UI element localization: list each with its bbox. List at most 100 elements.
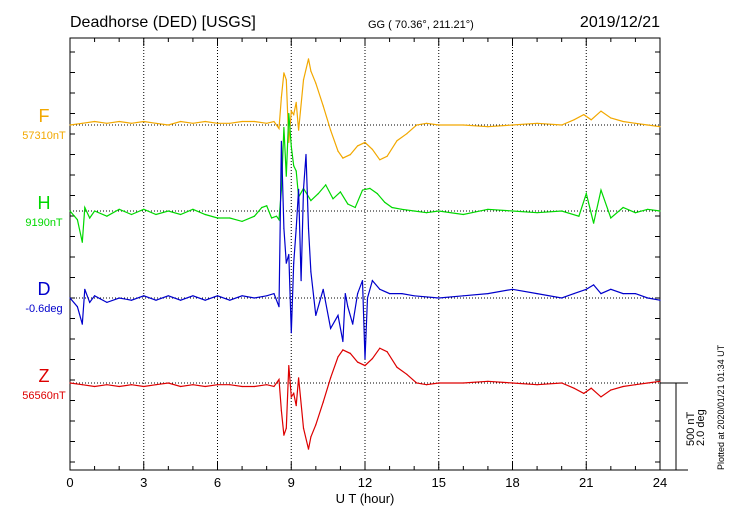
data-point-D	[229, 299, 231, 301]
data-point-D	[610, 288, 612, 290]
data-point-Z	[425, 384, 428, 386]
data-point-Z	[293, 392, 295, 394]
data-point-Z	[295, 405, 297, 407]
data-point-D	[310, 271, 312, 273]
x-tick-label: 24	[653, 475, 667, 490]
data-point-F	[266, 122, 268, 124]
data-point-D	[659, 299, 661, 301]
data-point-H	[585, 193, 587, 195]
data-point-Z	[342, 349, 344, 351]
data-point-H	[354, 206, 356, 209]
channel-label-H: H	[38, 193, 51, 213]
data-point-F	[590, 119, 592, 121]
data-point-D	[622, 293, 624, 295]
data-point-F	[561, 124, 563, 126]
data-point-F	[192, 122, 194, 124]
data-point-D	[600, 293, 602, 295]
data-point-F	[583, 114, 585, 116]
data-point-Z	[229, 384, 231, 386]
data-point-F	[273, 120, 275, 123]
data-point-D	[118, 297, 120, 299]
data-point-F	[511, 124, 514, 126]
trace-H	[69, 113, 661, 243]
data-point-D	[361, 280, 364, 282]
data-point-Z	[416, 382, 418, 384]
data-point-Z	[81, 384, 83, 386]
x-tick-label: 6	[214, 475, 221, 490]
data-point-F	[425, 122, 428, 124]
data-point-H	[347, 203, 349, 205]
x-tick-label: 18	[505, 475, 519, 490]
data-point-Z	[322, 401, 324, 403]
data-point-D	[89, 301, 91, 303]
data-point-F	[283, 72, 285, 74]
data-point-D	[438, 297, 440, 299]
data-point-Z	[180, 385, 182, 388]
data-point-H	[634, 212, 637, 214]
x-axis-label: U T (hour)	[336, 491, 395, 506]
data-point-H	[647, 208, 649, 210]
data-point-Z	[438, 382, 440, 384]
data-point-F	[241, 120, 243, 123]
scale-bar: 500 nT 2.0 deg	[660, 382, 707, 471]
data-point-Z	[659, 380, 661, 382]
data-point-D	[389, 293, 391, 295]
data-point-Z	[106, 384, 108, 386]
data-point-H	[285, 175, 287, 177]
data-point-H	[288, 113, 290, 115]
data-point-H	[325, 184, 327, 186]
data-point-D	[106, 301, 108, 303]
data-point-F	[386, 155, 388, 157]
station-title: Deadhorse (DED) [USGS]	[70, 14, 256, 31]
data-point-Z	[396, 366, 398, 368]
data-point-Z	[302, 427, 305, 429]
data-point-D	[585, 288, 587, 290]
data-point-F	[278, 127, 280, 130]
data-point-D	[300, 280, 302, 282]
data-point-Z	[288, 365, 290, 367]
data-point-Z	[283, 434, 285, 436]
data-point-H	[271, 217, 273, 219]
data-point-F	[364, 141, 366, 143]
data-point-H	[413, 210, 415, 212]
data-point-D	[352, 323, 354, 325]
data-point-Z	[204, 385, 206, 388]
data-point-D	[347, 306, 349, 308]
data-point-F	[357, 145, 359, 147]
data-point-F	[143, 120, 145, 123]
data-point-D	[315, 314, 317, 316]
data-point-F	[285, 79, 287, 81]
data-point-D	[241, 295, 243, 297]
data-point-Z	[561, 382, 563, 384]
data-point-H	[216, 217, 219, 219]
data-point-F	[610, 117, 612, 119]
data-point-D	[305, 153, 307, 156]
baseline-value-D: -0.6deg	[25, 303, 62, 315]
data-point-F	[253, 120, 255, 123]
data-point-Z	[511, 382, 514, 384]
data-point-Z	[600, 396, 602, 398]
data-point-Z	[280, 410, 282, 412]
data-point-H	[610, 217, 612, 219]
data-point-D	[295, 227, 297, 229]
data-point-D	[593, 284, 595, 286]
data-point-Z	[357, 361, 359, 363]
data-point-D	[273, 293, 275, 295]
axis-ticks	[69, 38, 661, 470]
data-point-H	[130, 213, 133, 216]
data-point-H	[84, 206, 86, 209]
data-point-Z	[315, 424, 317, 426]
data-point-F	[293, 114, 295, 116]
data-point-H	[275, 215, 278, 217]
baseline-value-F: 57310nT	[22, 130, 66, 142]
data-point-H	[536, 212, 538, 214]
data-point-H	[253, 215, 255, 217]
data-point-D	[342, 340, 344, 343]
data-point-D	[401, 293, 403, 295]
data-point-Z	[192, 384, 194, 386]
data-point-F	[94, 120, 96, 123]
data-point-F	[298, 129, 300, 131]
data-point-H	[462, 213, 464, 216]
data-point-Z	[167, 382, 169, 384]
